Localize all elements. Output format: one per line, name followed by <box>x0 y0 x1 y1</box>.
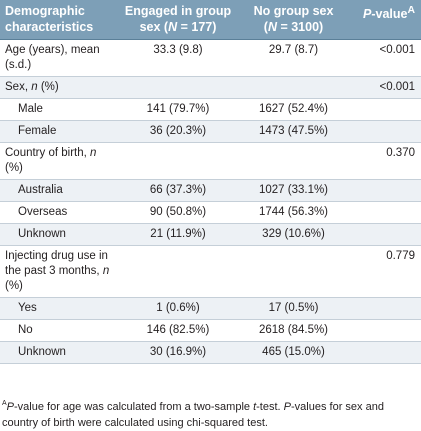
header-p-footnote-marker: A <box>407 5 415 16</box>
header-engaged-in-group-sex: Engaged in group sex (N = 177) <box>119 0 237 40</box>
row-label: Male <box>0 98 119 121</box>
cell-no-group <box>237 245 350 298</box>
cell-no-group: 465 (15.0%) <box>237 341 350 364</box>
footnote-p1: P <box>6 401 15 413</box>
cell-engaged <box>119 76 237 99</box>
table-row-yes: Yes 1 (0.6%) 17 (0.5%) <box>0 297 421 320</box>
header-row: Demographic characteristics Engaged in g… <box>0 0 421 40</box>
table-row-male: Male 141 (79.7%) 1627 (52.4%) <box>0 98 421 121</box>
cell-engaged: 146 (82.5%) <box>119 319 237 342</box>
cell-no-group: 1473 (47.5%) <box>237 120 350 143</box>
table-row-overseas: Overseas 90 (50.8%) 1744 (56.3%) <box>0 201 421 224</box>
table-row-age: Age (years), mean (s.d.) 33.3 (9.8) 29.7… <box>0 39 421 77</box>
cell-no-group: 329 (10.6%) <box>237 223 350 246</box>
table-row-australia: Australia 66 (37.3%) 1027 (33.1%) <box>0 179 421 202</box>
cell-p-value <box>350 319 421 342</box>
cell-engaged <box>119 245 237 298</box>
cell-p-value: 0.370 <box>350 142 421 180</box>
footnote-t-italic: t <box>253 401 257 413</box>
cell-p-value <box>350 201 421 224</box>
row-label-pct: (%) <box>5 280 23 292</box>
footnote-p2: P <box>283 401 291 413</box>
header-engaged-sex: sex ( <box>139 20 169 34</box>
row-label-text: Injecting drug use in the past 3 months, <box>5 250 108 277</box>
row-label: Australia <box>0 179 119 202</box>
table-row-female: Female 36 (20.3%) 1473 (47.5%) <box>0 120 421 143</box>
row-label-pct: (%) <box>5 162 23 174</box>
cell-p-value <box>350 297 421 320</box>
table-footnote: AP-value for age was calculated from a t… <box>2 396 418 431</box>
header-p-italic: P <box>363 7 372 22</box>
table-row-unknown-drug-use: Unknown 30 (16.9%) 465 (15.0%) <box>0 341 421 364</box>
table-row-injecting-drug-use: Injecting drug use in the past 3 months,… <box>0 245 421 298</box>
cell-engaged: 141 (79.7%) <box>119 98 237 121</box>
cell-p-value <box>350 223 421 246</box>
row-label: Injecting drug use in the past 3 months,… <box>0 245 119 298</box>
cell-engaged: 1 (0.6%) <box>119 297 237 320</box>
header-engaged-count: = 177) <box>177 20 217 34</box>
table-row-unknown-country: Unknown 21 (11.9%) 329 (10.6%) <box>0 223 421 246</box>
row-label-n: n <box>102 265 110 277</box>
header-p-tail: -value <box>371 7 408 22</box>
row-label: Overseas <box>0 201 119 224</box>
row-label: Age (years), mean (s.d.) <box>0 39 119 77</box>
row-label: Yes <box>0 297 119 320</box>
header-no-group-line1: No group sex <box>253 4 334 18</box>
cell-p-value: 0.779 <box>350 245 421 298</box>
row-label: Country of birth, n (%) <box>0 142 119 180</box>
header-no-group-sex: No group sex (N = 3100) <box>237 0 350 40</box>
footnote-text1: -value for age was calculated from a two… <box>14 401 254 413</box>
header-no-group-open: ( <box>263 20 268 34</box>
table-row-sex: Sex, n (%) <0.001 <box>0 76 421 99</box>
cell-p-value <box>350 179 421 202</box>
header-demographic-characteristics: Demographic characteristics <box>0 0 119 40</box>
footnote-text2: -test. <box>256 401 284 413</box>
cell-engaged: 30 (16.9%) <box>119 341 237 364</box>
cell-no-group: 1627 (52.4%) <box>237 98 350 121</box>
row-label: Unknown <box>0 341 119 364</box>
row-label: Unknown <box>0 223 119 246</box>
table-row-no: No 146 (82.5%) 2618 (84.5%) <box>0 319 421 342</box>
cell-engaged: 66 (37.3%) <box>119 179 237 202</box>
cell-engaged: 90 (50.8%) <box>119 201 237 224</box>
cell-no-group: 1744 (56.3%) <box>237 201 350 224</box>
cell-p-value <box>350 341 421 364</box>
demographics-table: Demographic characteristics Engaged in g… <box>0 0 421 364</box>
cell-no-group <box>237 142 350 180</box>
header-engaged-line1: Engaged in group <box>124 4 232 18</box>
row-label-n: n <box>31 81 38 93</box>
footnote-marker: A <box>2 400 7 407</box>
header-no-group-count: = 3100) <box>276 20 324 34</box>
cell-engaged: 33.3 (9.8) <box>119 39 237 77</box>
row-label: No <box>0 319 119 342</box>
row-label-text: Sex, <box>5 81 32 93</box>
cell-no-group: 2618 (84.5%) <box>237 319 350 342</box>
cell-no-group: 29.7 (8.7) <box>237 39 350 77</box>
header-p-value: P-valueA <box>350 0 421 40</box>
header-engaged-n: N <box>168 20 178 34</box>
cell-no-group: 1027 (33.1%) <box>237 179 350 202</box>
cell-no-group: 17 (0.5%) <box>237 297 350 320</box>
cell-engaged: 36 (20.3%) <box>119 120 237 143</box>
cell-no-group <box>237 76 350 99</box>
cell-p-value <box>350 120 421 143</box>
header-no-group-n: N <box>267 20 277 34</box>
row-label-n: n <box>90 147 97 159</box>
cell-p-value <box>350 98 421 121</box>
cell-p-value: <0.001 <box>350 39 421 77</box>
cell-p-value: <0.001 <box>350 76 421 99</box>
row-label-text: Country of birth, <box>5 147 91 159</box>
footnote-text3: -values for sex and country of birth wer… <box>2 401 384 429</box>
row-label: Sex, n (%) <box>0 76 119 99</box>
cell-engaged <box>119 142 237 180</box>
table-row-country-of-birth: Country of birth, n (%) 0.370 <box>0 142 421 180</box>
cell-engaged: 21 (11.9%) <box>119 223 237 246</box>
row-label-pct: (%) <box>37 81 59 93</box>
row-label: Female <box>0 120 119 143</box>
